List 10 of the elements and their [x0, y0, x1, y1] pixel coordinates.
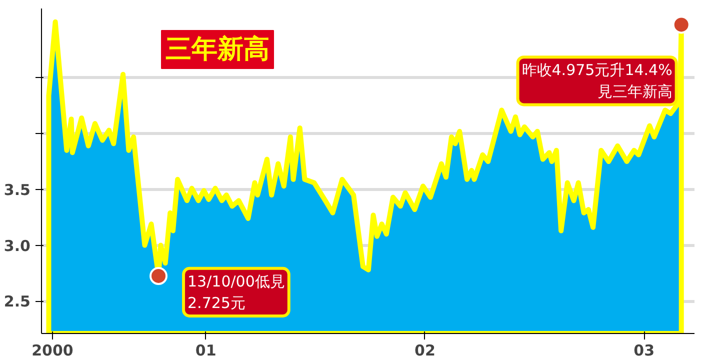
x-tick-label: 2000 — [32, 342, 74, 360]
y-tick-label: 3.5 — [4, 180, 31, 199]
annotation: 13/10/00低見 2.725元 — [188, 272, 285, 312]
text: 三年新高 — [166, 34, 270, 64]
x-tick-label: 01 — [195, 342, 216, 360]
x-tick-label: 02 — [414, 342, 436, 360]
y-tick-label: 3.0 — [4, 236, 31, 255]
annotation: 昨收4.975元升14.4% 見三年新高 — [522, 61, 672, 101]
x-tick-label: 03 — [634, 342, 655, 360]
y-tick-label: 2.5 — [4, 292, 31, 311]
